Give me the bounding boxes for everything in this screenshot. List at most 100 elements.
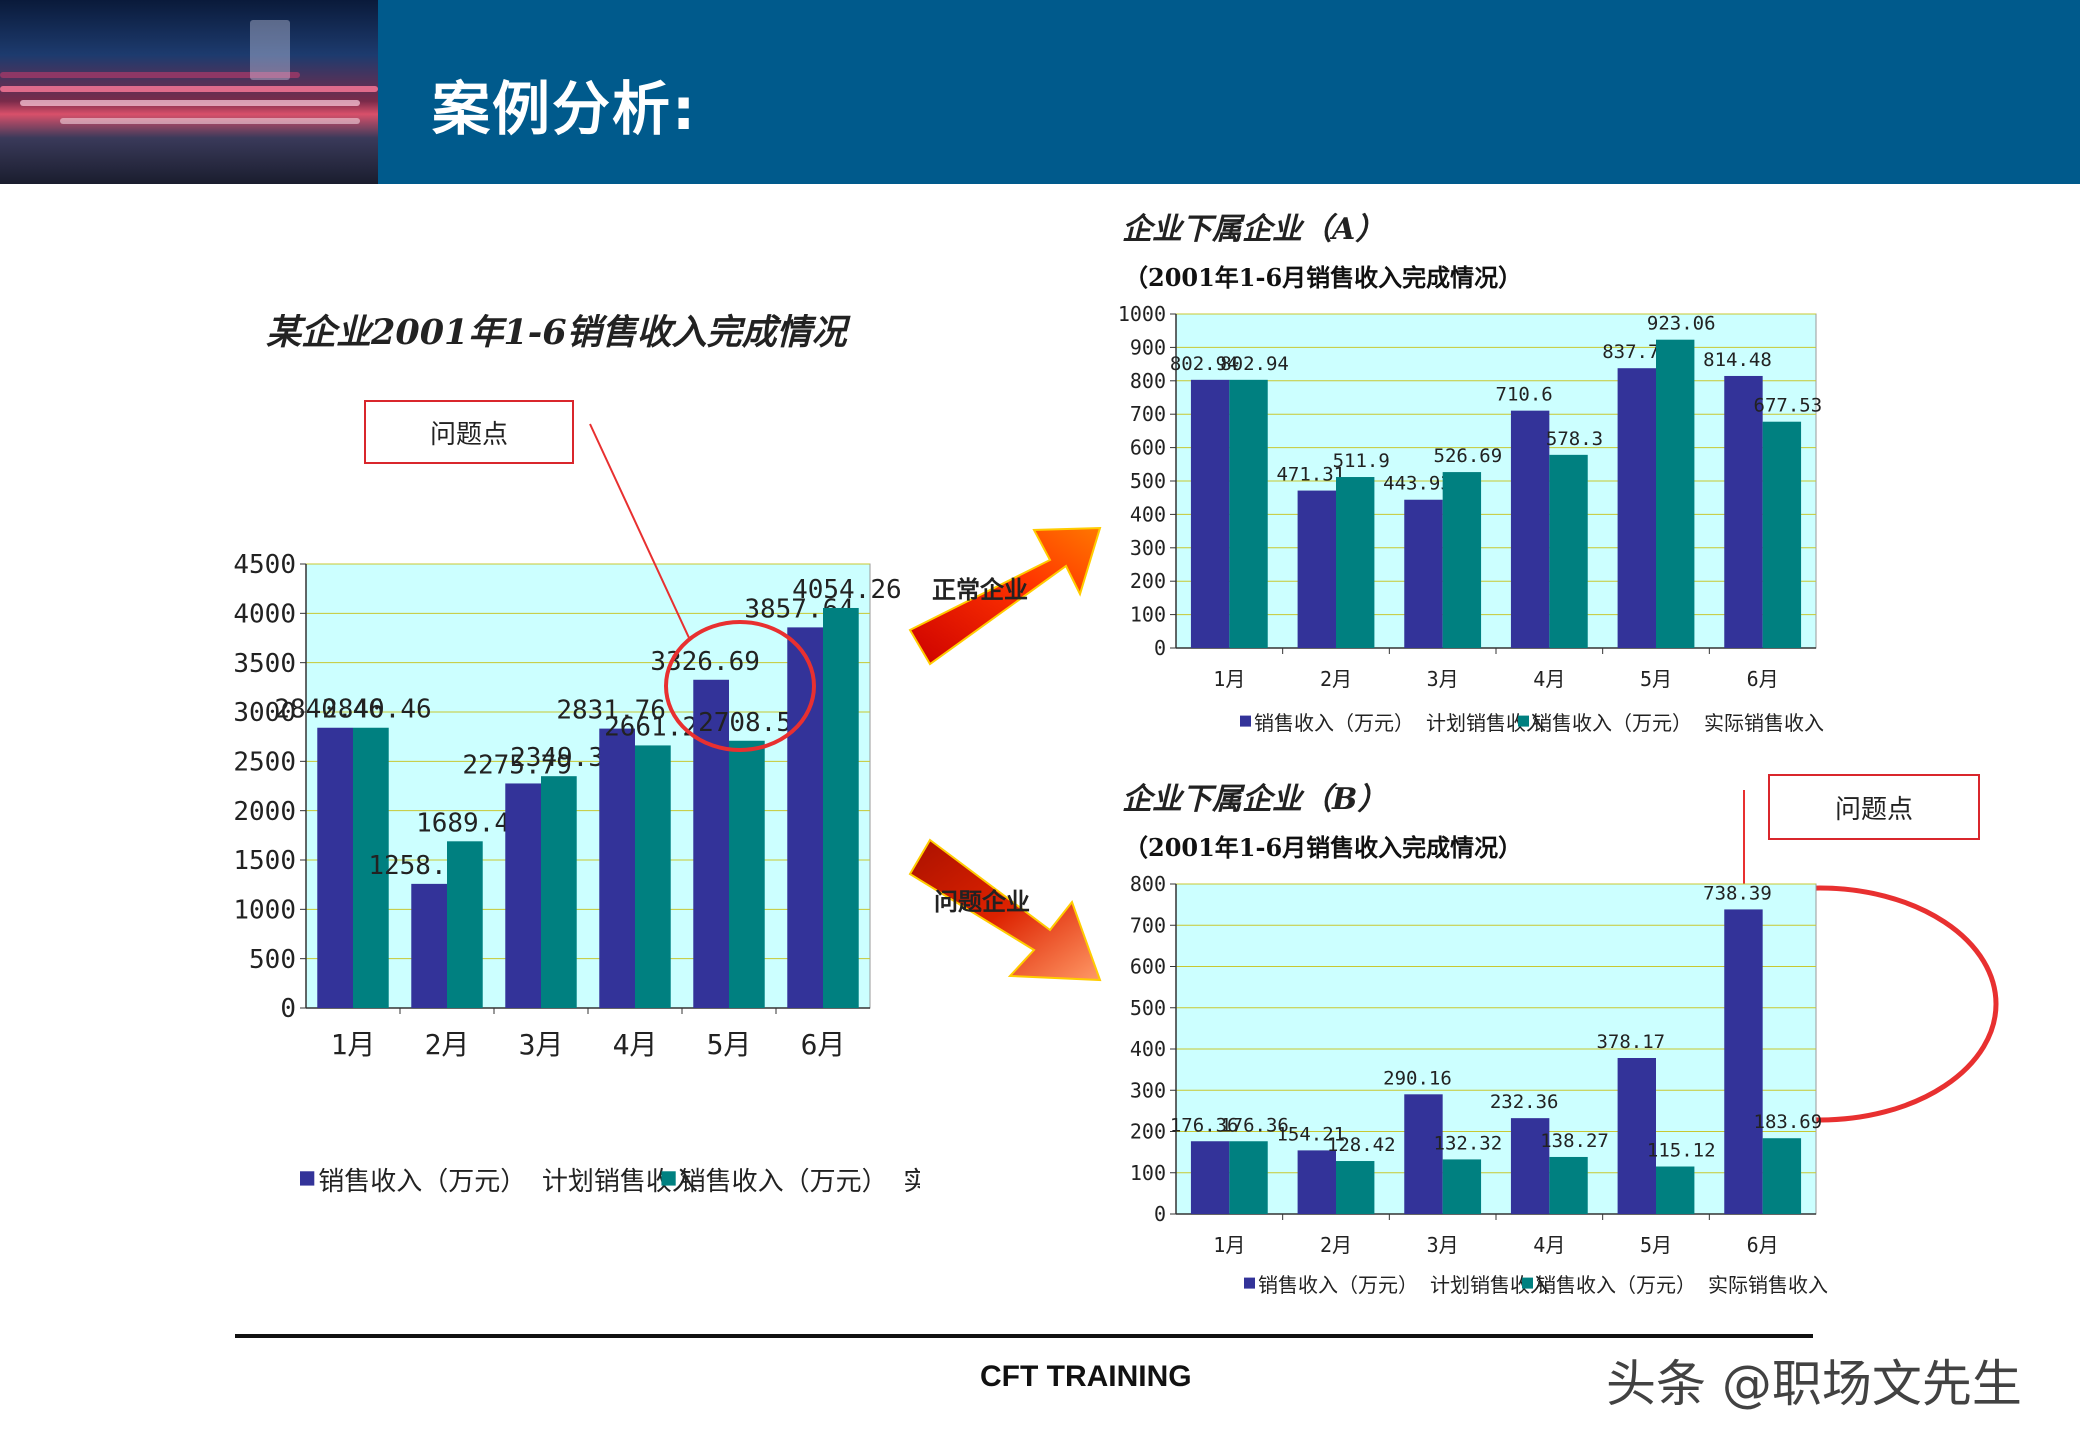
data-label-plan-2: 154.21 (1276, 1123, 1345, 1145)
chart-b-subtitle: （2001年1-6月销售收入完成情况） (1124, 833, 1523, 862)
overall-chart-title: 某企业2001年1-6销售收入完成情况 (266, 312, 847, 353)
bar-actual-6 (823, 607, 859, 1008)
y-tick-label: 800 (1130, 369, 1166, 393)
y-tick-label: 1000 (1120, 302, 1166, 326)
legend-label-plan: 销售收入（万元） 计划销售收入 (1254, 711, 1546, 735)
header-banner: 案例分析: (0, 0, 2080, 184)
bar-plan-1 (1190, 1141, 1230, 1214)
y-tick-label: 700 (1130, 402, 1166, 426)
data-label-plan-5: 837.7 (1602, 341, 1659, 363)
x-category-label: 2月 (1320, 667, 1352, 691)
issue-point-box-right: 问题点 (1768, 774, 1980, 840)
y-tick-label: 900 (1130, 335, 1166, 359)
bar-actual-2 (447, 841, 483, 1008)
data-label-plan-3: 290.16 (1383, 1067, 1452, 1089)
data-label-actual-3: 132.32 (1434, 1132, 1503, 1154)
legend-label-actual: 销售收入（万元） 实际销售收入 (680, 1167, 920, 1197)
bar-actual-3 (1442, 1159, 1482, 1214)
x-category-label: 1月 (331, 1028, 376, 1061)
data-label-actual-5: 923.06 (1647, 313, 1716, 335)
data-label-plan-6: 814.48 (1703, 349, 1772, 371)
page-title: 案例分析: (432, 75, 698, 143)
chart-a-title: 企业下属企业（A） (1122, 212, 1386, 247)
data-label-actual-4: 138.27 (1540, 1130, 1609, 1152)
y-tick-label: 3000 (233, 698, 296, 728)
data-label-actual-6: 677.53 (1754, 395, 1823, 417)
data-label-actual-4: 578.3 (1546, 428, 1603, 450)
bar-plan-4 (599, 728, 635, 1008)
y-tick-label: 0 (1154, 1202, 1166, 1226)
plot-area (305, 563, 871, 1009)
bar-actual-3 (1442, 472, 1482, 648)
legend-swatch-actual (661, 1171, 676, 1186)
issue-circle-left (664, 620, 816, 752)
legend-swatch-plan (1244, 1277, 1255, 1289)
y-tick-label: 4000 (233, 599, 296, 629)
arrow-normal-enterprise (908, 526, 1102, 666)
y-tick-label: 300 (1130, 1078, 1166, 1102)
data-label-actual-6: 183.69 (1754, 1111, 1823, 1133)
x-category-label: 4月 (1533, 667, 1565, 691)
data-label-plan-1: 802.94 (1170, 353, 1239, 375)
arrow-problem-enterprise (908, 838, 1102, 982)
x-category-label: 3月 (1427, 1233, 1459, 1257)
arrow-normal-label: 正常企业 (932, 576, 1028, 604)
y-tick-label: 400 (1130, 502, 1166, 526)
bar-plan-2 (1297, 490, 1336, 648)
x-category-label: 6月 (1747, 667, 1779, 691)
x-category-label: 1月 (1213, 667, 1245, 691)
y-tick-label: 3500 (233, 649, 296, 679)
bar-plan-3 (505, 783, 541, 1008)
data-label-actual-1: 176.36 (1220, 1114, 1289, 1136)
footer-divider (235, 1334, 1813, 1338)
data-label-plan-3: 2275.79 (462, 750, 572, 780)
x-category-label: 4月 (1533, 1233, 1565, 1257)
x-category-label: 3月 (519, 1028, 564, 1061)
legend-label-plan: 销售收入（万元） 计划销售收入 (1258, 1273, 1550, 1297)
x-category-label: 6月 (801, 1028, 846, 1061)
arrow-problem-label: 问题企业 (934, 888, 1030, 916)
x-category-label: 4月 (613, 1028, 658, 1061)
issue-pointer-line-left (589, 423, 691, 641)
y-tick-label: 700 (1130, 913, 1166, 937)
data-label-plan-4: 710.6 (1496, 384, 1553, 406)
data-label-plan-3: 443.93 (1383, 473, 1452, 495)
legend-label-actual: 销售收入（万元） 实际销售收入 (1536, 1273, 1828, 1297)
data-label-actual-6: 4054.26 (792, 575, 902, 605)
bar-plan-6 (787, 627, 823, 1008)
watermark: 头条 @职场文先生 (1606, 1355, 2022, 1413)
overall-chart: 0 500 1000 1500 2000 2500 3000 3500 4000 4500 2840… (233, 550, 920, 1197)
bar-actual-5 (729, 740, 765, 1008)
x-category-label: 5月 (1640, 667, 1672, 691)
legend-swatch-actual (1518, 715, 1529, 727)
bar-plan-5 (1617, 368, 1656, 648)
bar-plan-4 (1510, 410, 1550, 648)
bar-actual-4 (635, 745, 671, 1008)
bar-plan-4 (1510, 1118, 1550, 1214)
x-category-label: 2月 (1320, 1233, 1352, 1257)
legend-swatch-actual (1522, 1277, 1533, 1289)
bar-plan-1 (317, 727, 353, 1008)
y-tick-label: 500 (1130, 469, 1166, 493)
bar-plan-3 (1404, 1094, 1443, 1214)
y-tick-label: 2000 (233, 797, 296, 827)
chart-a: 0 100 200 300 400 500 600 700 800 900 1000 802.9480… (1120, 302, 1824, 735)
bar-plan-6 (1724, 375, 1763, 648)
x-category-label: 1月 (1213, 1233, 1245, 1257)
data-label-plan-1: 2840.46 (274, 695, 384, 725)
x-category-label: 5月 (707, 1028, 752, 1061)
chart-a-subtitle: （2001年1-6月销售收入完成情况） (1124, 263, 1523, 292)
bar-actual-1 (1229, 379, 1268, 648)
data-label-plan-4: 2831.76 (556, 696, 666, 726)
bar-plan-1 (1190, 379, 1230, 648)
bar-actual-5 (1656, 1166, 1695, 1214)
data-label-plan-1: 176.36 (1170, 1114, 1239, 1136)
bar-plan-2 (411, 883, 447, 1008)
data-label-plan-5: 378.17 (1596, 1031, 1665, 1053)
footer-text: CFT TRAINING (980, 1360, 1192, 1393)
y-tick-label: 1500 (233, 846, 296, 876)
y-tick-label: 800 (1130, 872, 1166, 896)
bar-plan-5 (1617, 1058, 1656, 1214)
y-tick-label: 200 (1130, 1120, 1166, 1144)
bar-actual-6 (1762, 1138, 1802, 1214)
